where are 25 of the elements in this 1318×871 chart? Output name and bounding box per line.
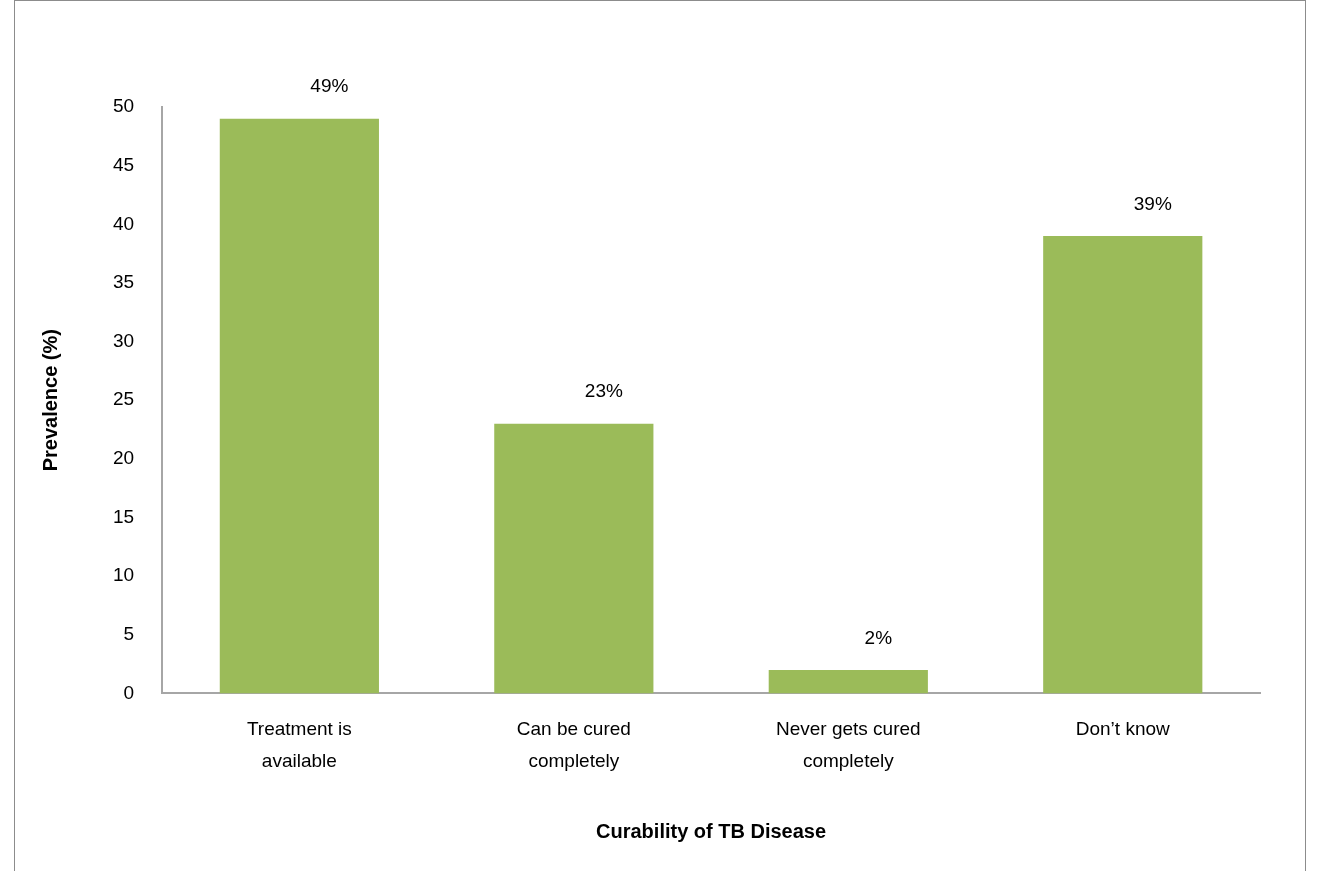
bar <box>768 669 928 694</box>
data-label: 2% <box>864 626 893 648</box>
x-tick-label: Treatment is available <box>246 717 352 772</box>
bar <box>1043 236 1203 694</box>
y-tick-label: 10 <box>112 564 135 586</box>
y-tick-label: 45 <box>112 153 135 175</box>
y-tick-label: 5 <box>123 622 135 644</box>
x-tick-label: Don’t know <box>1075 717 1171 739</box>
y-tick-label: 40 <box>112 212 135 234</box>
x-axis-title: Curability of TB Disease <box>596 819 827 842</box>
y-tick-label: 35 <box>112 271 135 293</box>
bar <box>494 423 654 694</box>
y-tick-label: 50 <box>112 95 135 117</box>
y-tick-label: 15 <box>112 505 135 527</box>
y-tick-label: 25 <box>112 388 135 410</box>
y-tick-label: 0 <box>123 681 135 703</box>
data-label: 39% <box>1133 192 1172 214</box>
data-label: 49% <box>310 75 349 97</box>
data-label: 23% <box>584 380 623 402</box>
y-tick-label: 30 <box>112 329 135 351</box>
x-tick-label: Can be cured completely <box>516 717 631 772</box>
y-tick-label: 20 <box>112 447 135 469</box>
bar <box>219 118 379 694</box>
x-tick-label: Never gets cured completely <box>775 717 921 772</box>
y-axis-title: Prevalence (%) <box>38 329 61 472</box>
